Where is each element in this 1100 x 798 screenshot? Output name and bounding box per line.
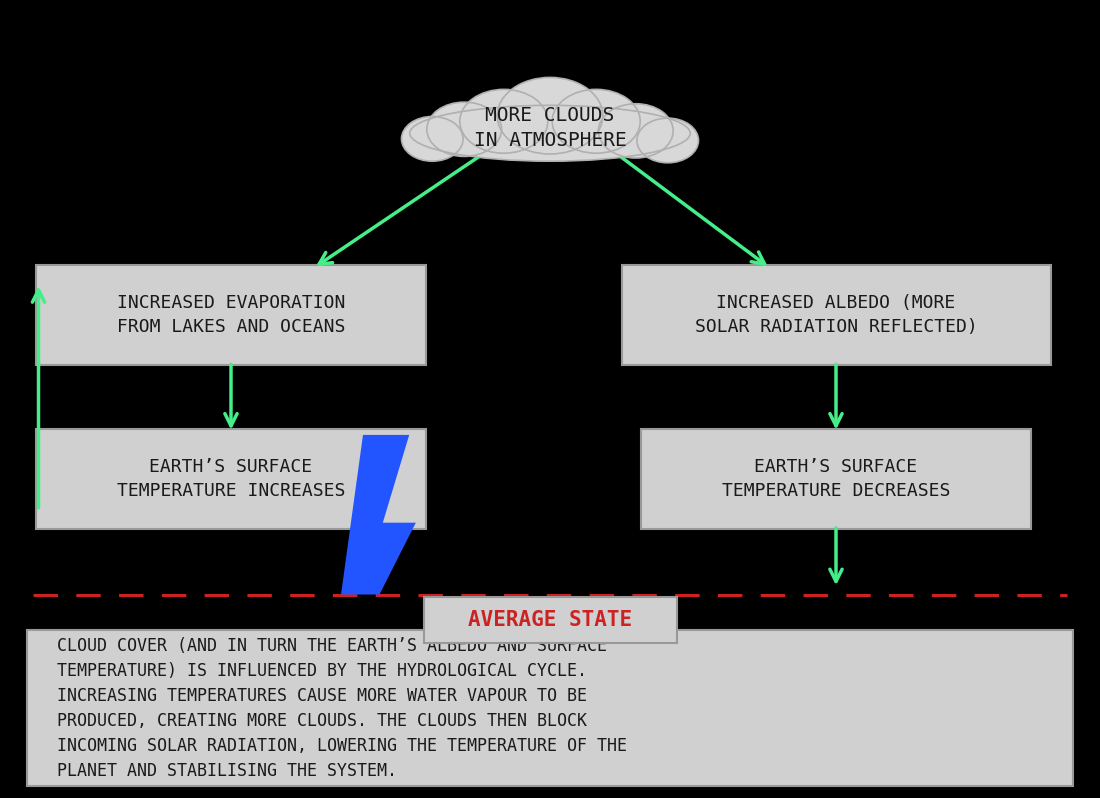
Text: EARTH’S SURFACE
TEMPERATURE DECREASES: EARTH’S SURFACE TEMPERATURE DECREASES <box>722 458 950 500</box>
Circle shape <box>427 102 502 156</box>
FancyBboxPatch shape <box>36 266 427 365</box>
FancyBboxPatch shape <box>640 429 1032 528</box>
Ellipse shape <box>409 105 691 161</box>
Polygon shape <box>341 435 416 595</box>
Text: MORE CLOUDS
IN ATMOSPHERE: MORE CLOUDS IN ATMOSPHERE <box>474 105 626 150</box>
Circle shape <box>552 89 640 153</box>
Text: INCREASED ALBEDO (MORE
SOLAR RADIATION REFLECTED): INCREASED ALBEDO (MORE SOLAR RADIATION R… <box>694 294 978 336</box>
FancyBboxPatch shape <box>424 597 676 643</box>
Text: AVERAGE STATE: AVERAGE STATE <box>468 610 632 630</box>
FancyBboxPatch shape <box>621 266 1050 365</box>
Circle shape <box>497 77 603 154</box>
Text: INCREASED EVAPORATION
FROM LAKES AND OCEANS: INCREASED EVAPORATION FROM LAKES AND OCE… <box>117 294 345 336</box>
Circle shape <box>598 104 673 158</box>
Text: EARTH’S SURFACE
TEMPERATURE INCREASES: EARTH’S SURFACE TEMPERATURE INCREASES <box>117 458 345 500</box>
Circle shape <box>460 89 548 153</box>
Circle shape <box>402 117 463 161</box>
FancyBboxPatch shape <box>36 429 427 528</box>
FancyBboxPatch shape <box>28 630 1072 786</box>
Circle shape <box>637 118 698 163</box>
Text: CLOUD COVER (AND IN TURN THE EARTH’S ALBEDO AND SURFACE
TEMPERATURE) IS INFLUENC: CLOUD COVER (AND IN TURN THE EARTH’S ALB… <box>57 637 627 780</box>
